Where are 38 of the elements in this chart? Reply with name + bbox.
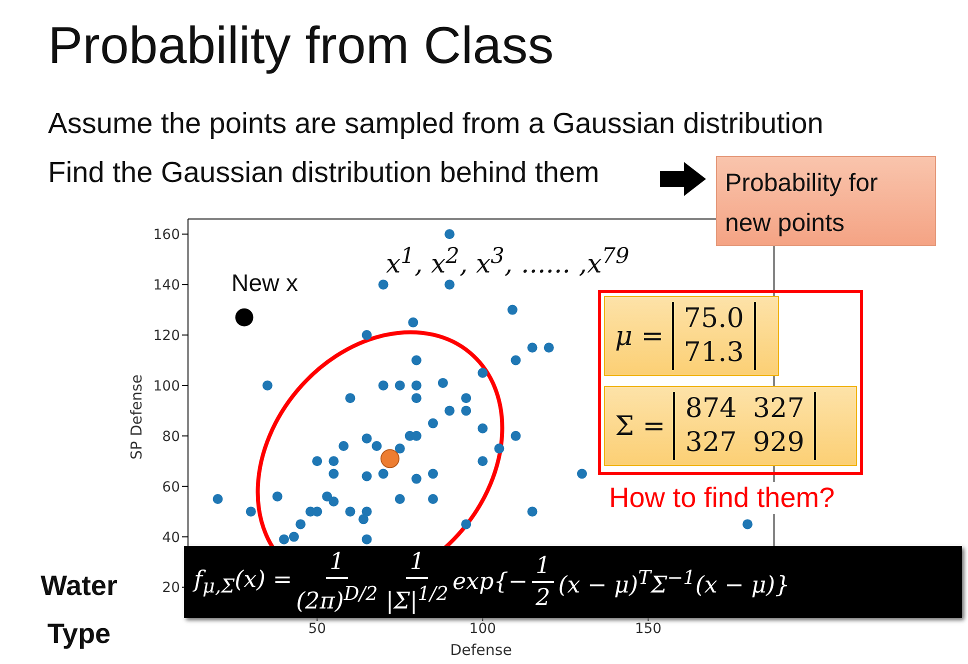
annotation: 929 xyxy=(752,426,806,460)
annotation: Probability for new points xyxy=(725,169,878,237)
text: Find the Gaussian distribution behind them xyxy=(48,157,600,190)
annotation: x$^{1}$, x$^{2}$, x$^{3}$, ...... ,x$^{79}$ xyxy=(386,244,630,280)
annotation: (x − μ)$^{T}$Σ$^{−1}$(x − μ)} xyxy=(558,566,790,598)
annotation: 874 xyxy=(684,392,738,426)
annotation: exp{− xyxy=(452,569,528,595)
annotation: f$_{μ,Σ}$(x) = xyxy=(194,566,292,598)
x-tick-label: 50 xyxy=(308,620,326,637)
annotation: 2 xyxy=(536,584,550,613)
annotation: 1 xyxy=(532,551,554,583)
y-tick-label: 40 xyxy=(162,530,180,546)
annotation: 327 xyxy=(684,426,738,460)
annotation: How to find them? xyxy=(609,482,835,514)
annotation: 1 xyxy=(406,547,428,580)
annotation: 327 xyxy=(752,392,806,426)
y-tick-label: 20 xyxy=(162,580,180,596)
chart-title: Probability from Class xyxy=(48,16,554,76)
annotation: (2π)$^{D/2}$ xyxy=(296,581,378,617)
y-tick-label: 80 xyxy=(162,428,180,445)
y-tick-label: 60 xyxy=(162,479,180,496)
annotation: 71.3 xyxy=(682,336,745,370)
y-tick-label: 120 xyxy=(153,328,180,344)
annotation: New x xyxy=(231,270,298,298)
y-tick-label: 160 xyxy=(153,227,180,244)
y-tick-label: 100 xyxy=(153,378,180,394)
y-axis-title: SP Defense xyxy=(127,374,146,460)
x-tick-label: 150 xyxy=(634,620,662,637)
text: Water Type xyxy=(40,569,118,651)
x-axis-title: Defense xyxy=(450,641,512,659)
text: Assume the points are sampled from a Gaussian distribution xyxy=(48,108,824,141)
annotation: 1 xyxy=(326,547,348,580)
y-tick-label: 140 xyxy=(153,278,180,294)
annotation: |Σ|$^{1/2}$ xyxy=(386,581,448,617)
x-tick-label: 100 xyxy=(469,620,496,637)
annotation: Σ = xyxy=(615,410,666,442)
annotation: 75.0 xyxy=(682,302,745,336)
annotation: μ = xyxy=(615,320,664,352)
